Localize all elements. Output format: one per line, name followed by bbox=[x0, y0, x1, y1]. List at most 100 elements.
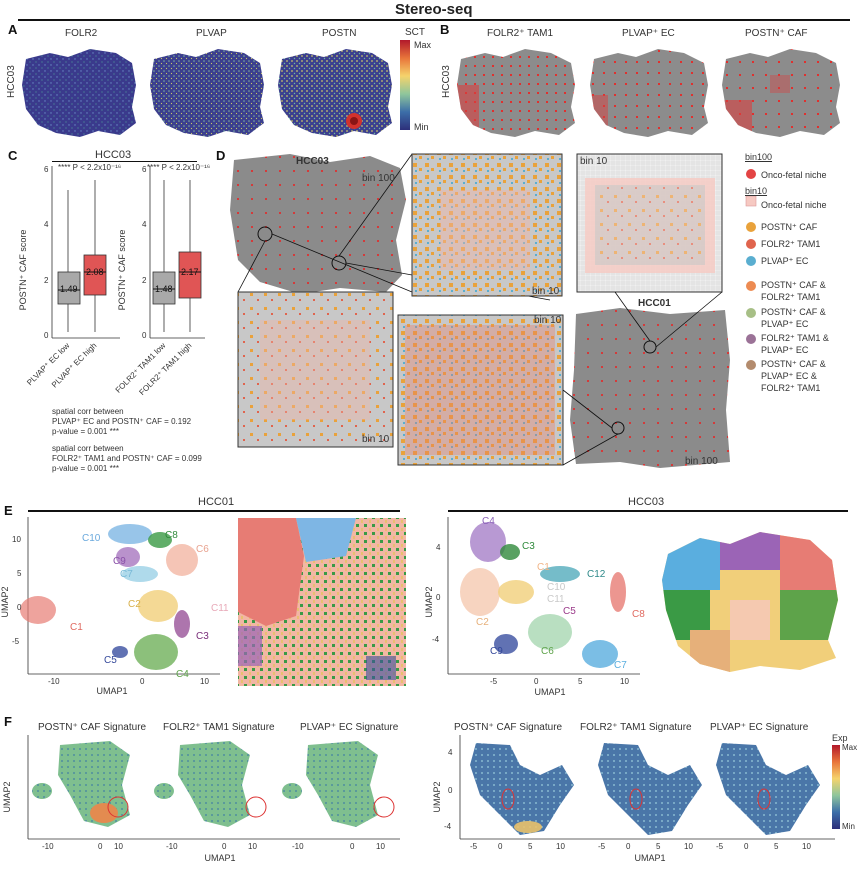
panel-c-corr1-line2: PLVAP⁺ EC and POSTN⁺ CAF = 0.192 bbox=[52, 417, 192, 426]
e2-cluster-c5: C5 bbox=[563, 606, 576, 617]
panel-f-sig-3: PLVAP⁺ EC Signature bbox=[300, 722, 399, 733]
f3-xtick-0: 0 bbox=[350, 842, 355, 851]
panel-b-cell-3: POSTN⁺ CAF bbox=[745, 28, 808, 39]
panel-c-ylabel-1: POSTN⁺ CAF score bbox=[18, 230, 28, 311]
panel-a-tissue-folr2 bbox=[22, 49, 136, 137]
panel-c-boxplots: POSTN⁺ CAF score POSTN⁺ CAF score 6 4 2 … bbox=[18, 165, 205, 397]
panel-d-zoom-left bbox=[237, 291, 394, 448]
panel-a-legend-min: Min bbox=[414, 122, 429, 132]
figure-title: Stereo-seq bbox=[395, 1, 473, 18]
panel-c-title-rule bbox=[52, 161, 197, 162]
panel-e-label: E bbox=[4, 503, 13, 518]
panel-c-corr2-line2: FOLR2⁺ TAM1 and POSTN⁺ CAF = 0.099 bbox=[52, 454, 202, 463]
e2-ytick-0: 0 bbox=[436, 593, 441, 602]
panel-d-zoom-top bbox=[411, 153, 563, 297]
e1-ytick-m5: -5 bbox=[12, 637, 20, 646]
f6-xtick-10: 10 bbox=[802, 842, 811, 851]
legend-bin10-header: bin10 bbox=[745, 186, 768, 196]
f4-ytick-0: 0 bbox=[448, 786, 453, 795]
e1-xlabel: UMAP1 bbox=[96, 686, 127, 696]
f4-xtick-0: 0 bbox=[498, 842, 503, 851]
e2-ytick-4: 4 bbox=[436, 543, 441, 552]
panel-e-spatial-hcc01 bbox=[238, 518, 406, 686]
e1-ytick-0: 0 bbox=[17, 603, 22, 612]
e2-cluster-c3: C3 bbox=[522, 541, 535, 552]
legend-caf-tam-2: FOLR2⁺ TAM1 bbox=[761, 292, 821, 302]
panel-e-umap-hcc03: 4 0 -4 -5 0 5 10 UMAP2 UMAP1 bbox=[424, 517, 640, 697]
f2-xtick-m10: -10 bbox=[166, 842, 178, 851]
panel-a-tissue-plvap bbox=[150, 49, 264, 137]
panel-c-label: C bbox=[8, 148, 18, 163]
panel-a-gene-1: FOLR2 bbox=[65, 28, 98, 39]
panel-d-bin10-1: bin 10 bbox=[532, 286, 560, 297]
panel-b-cell-1: FOLR2⁺ TAM1 bbox=[487, 28, 554, 39]
e2-cluster-c12: C12 bbox=[587, 569, 606, 580]
f5-xtick-10: 10 bbox=[684, 842, 693, 851]
panel-f-sig-6: PLVAP⁺ EC Signature bbox=[710, 722, 809, 733]
e1-cluster-c1: C1 bbox=[70, 622, 83, 633]
panel-c-sig-1: **** P < 2.2x10⁻¹⁶ bbox=[58, 163, 122, 172]
e2-xlabel: UMAP1 bbox=[534, 687, 565, 697]
panel-d-bin10-2: bin 10 bbox=[580, 156, 608, 167]
panel-e-rule-1 bbox=[28, 510, 400, 512]
e1-cluster-c10: C10 bbox=[82, 533, 101, 544]
legend-ec: PLVAP⁺ EC bbox=[761, 256, 809, 266]
panel-d-bin100-1: bin 100 bbox=[362, 173, 395, 184]
e1-cluster-c2: C2 bbox=[128, 599, 141, 610]
legend-all3-3: FOLR2⁺ TAM1 bbox=[761, 383, 821, 393]
panel-f-legend-max: Max bbox=[842, 743, 858, 752]
e2-cluster-c10: C10 bbox=[547, 582, 566, 593]
panel-a-tissue-postn bbox=[278, 49, 392, 137]
panel-e-spatial-hcc03 bbox=[662, 532, 838, 672]
panel-c-ytick-0a: 0 bbox=[44, 331, 49, 340]
legend-caf-ec-2: PLVAP⁺ EC bbox=[761, 319, 809, 329]
panel-d-bin10-4: bin 10 bbox=[362, 434, 390, 445]
e1-ylabel: UMAP2 bbox=[0, 586, 10, 617]
panel-d-hcc03-tissue bbox=[230, 154, 406, 294]
panel-d-bin10-3: bin 10 bbox=[534, 315, 562, 326]
f6-xtick-5: 5 bbox=[774, 842, 779, 851]
panel-c-corr2-line1: spatial corr between bbox=[52, 444, 124, 453]
f3-xtick-m10: -10 bbox=[292, 842, 304, 851]
panel-c-xtick-4: FOLR2⁺ TAM1 high bbox=[137, 341, 193, 397]
legend-bin100-header: bin100 bbox=[745, 152, 773, 162]
f4-xtick-m5: -5 bbox=[470, 842, 478, 851]
title-rule bbox=[18, 19, 850, 21]
panel-f-umaps: -10 0 10 -10 0 10 -10 0 10 UMAP2 UMAP1 bbox=[2, 735, 835, 863]
panel-b-cell-2: PLVAP⁺ EC bbox=[622, 28, 675, 39]
f4-umap bbox=[470, 743, 574, 835]
e1-cluster-c5: C5 bbox=[104, 655, 117, 666]
panel-c-median-3: 1.48 bbox=[155, 284, 173, 294]
panel-a-legend-max: Max bbox=[414, 40, 432, 50]
e2-xtick-10: 10 bbox=[620, 677, 629, 686]
panel-a-gene-3: POSTN bbox=[322, 28, 357, 39]
e2-cluster-c4: C4 bbox=[482, 516, 495, 527]
f5-umap bbox=[598, 743, 702, 835]
f4-xtick-10: 10 bbox=[556, 842, 565, 851]
e1-cluster-c3: C3 bbox=[196, 631, 209, 642]
legend-onco100: Onco-fetal niche bbox=[761, 170, 827, 180]
panel-c-corr1-line1: spatial corr between bbox=[52, 407, 124, 416]
panel-a-label: A bbox=[8, 22, 18, 37]
panel-f-sig-5: FOLR2⁺ TAM1 Signature bbox=[580, 722, 692, 733]
panel-d-sample-hcc03: HCC03 bbox=[296, 156, 329, 167]
panel-f-sig-2: FOLR2⁺ TAM1 Signature bbox=[163, 722, 275, 733]
f3-umap bbox=[282, 741, 395, 827]
f5-xtick-0: 0 bbox=[626, 842, 631, 851]
panel-a-colorbar bbox=[400, 40, 410, 130]
panel-c-title: HCC03 bbox=[95, 149, 132, 161]
e1-xtick-m10: -10 bbox=[48, 677, 60, 686]
panel-c-ytick-4b: 4 bbox=[142, 220, 147, 229]
e1-ytick-5: 5 bbox=[17, 569, 22, 578]
f-ylabel-1: UMAP2 bbox=[2, 781, 12, 812]
f2-umap bbox=[154, 741, 267, 827]
panel-d-legend-swatches bbox=[745, 169, 757, 370]
panel-b-tissue-ec bbox=[590, 49, 708, 137]
f3-xtick-10: 10 bbox=[376, 842, 385, 851]
legend-tam-ec-1: FOLR2⁺ TAM1 & bbox=[761, 333, 829, 343]
e1-cluster-c4: C4 bbox=[176, 669, 189, 680]
f4-xtick-5: 5 bbox=[528, 842, 533, 851]
panel-f-sig-1: POSTN⁺ CAF Signature bbox=[38, 722, 147, 733]
f4-ytick-m4: -4 bbox=[444, 822, 452, 831]
panel-f-legend-title: Exp bbox=[832, 733, 848, 743]
